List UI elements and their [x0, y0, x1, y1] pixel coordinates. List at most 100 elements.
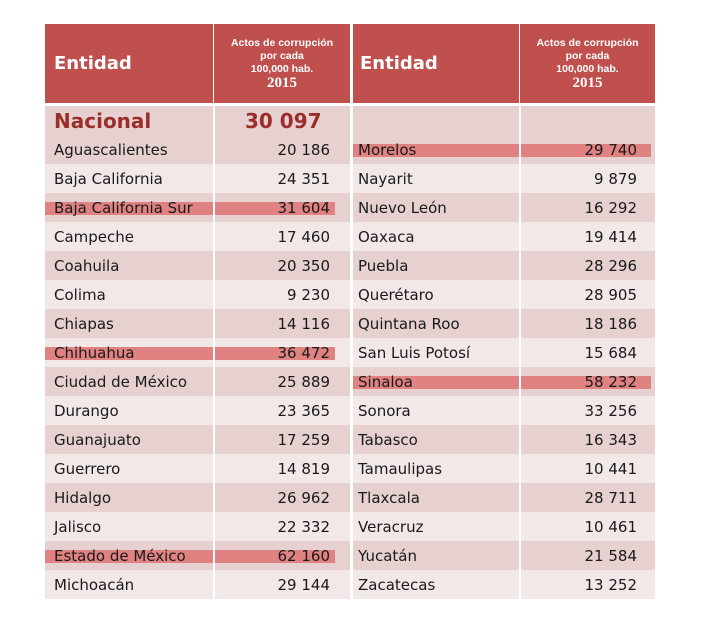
state-value: 26 962	[213, 483, 350, 512]
state-name: Colima	[54, 285, 106, 304]
left-table-header: Entidad Actos de corrupción por cada 100…	[45, 24, 350, 103]
state-value: 28 711	[519, 483, 655, 512]
state-value: 14 116	[213, 309, 350, 338]
state-value: 21 584	[519, 541, 655, 570]
table-row: Sinaloa 58 232	[353, 367, 655, 396]
state-name: Michoacán	[54, 575, 135, 594]
national-value: 30 097	[213, 106, 350, 135]
table-row: Guanajuato 17 259	[45, 425, 350, 454]
table-row: Durango 23 365	[45, 396, 350, 425]
state-value: 23 365	[213, 396, 350, 425]
state-name: Nayarit	[358, 169, 413, 188]
table-row: Hidalgo 26 962	[45, 483, 350, 512]
state-value: 24 351	[213, 164, 350, 193]
table-row: Michoacán 29 144	[45, 570, 350, 599]
state-value: 22 332	[213, 512, 350, 541]
state-name: Guerrero	[54, 459, 121, 478]
table-row: Aguascalientes 20 186	[45, 135, 350, 164]
table-row: San Luis Potosí 15 684	[353, 338, 655, 367]
state-name: Sinaloa	[358, 372, 413, 391]
state-value: 25 889	[213, 367, 350, 396]
state-name: Hidalgo	[54, 488, 112, 507]
table-row: Nuevo León 16 292	[353, 193, 655, 222]
state-name: Morelos	[358, 140, 417, 159]
state-name: Querétaro	[358, 285, 434, 304]
state-value: 28 905	[519, 280, 655, 309]
table-row: Jalisco 22 332	[45, 512, 350, 541]
state-name: Chihuahua	[54, 343, 135, 362]
state-name: Veracruz	[358, 517, 424, 536]
right-table: Entidad Actos de corrupción por cada 100…	[353, 24, 655, 599]
metric-line-1: Actos de corrupción	[536, 37, 639, 49]
metric-year: 2015	[267, 75, 297, 91]
blank-cell	[353, 106, 519, 135]
national-row: Nacional 30 097	[45, 106, 350, 135]
table-row: Zacatecas 13 252	[353, 570, 655, 599]
table-row: Baja California 24 351	[45, 164, 350, 193]
state-value: 31 604	[213, 193, 350, 222]
state-name: Yucatán	[358, 546, 417, 565]
right-table-header: Entidad Actos de corrupción por cada 100…	[353, 24, 655, 103]
state-value: 17 259	[213, 425, 350, 454]
right-table-body: Morelos 29 740 Nayarit 9 879 Nuevo León 16 29…	[353, 106, 655, 599]
state-value: 62 160	[213, 541, 350, 570]
state-value: 20 186	[213, 135, 350, 164]
state-value: 36 472	[213, 338, 350, 367]
state-name: Guanajuato	[54, 430, 141, 449]
highlight-bar	[45, 202, 335, 215]
highlight-bar	[45, 347, 335, 360]
table-row: Campeche 17 460	[45, 222, 350, 251]
highlight-bar	[45, 550, 335, 563]
left-table-body: Nacional 30 097 Aguascalientes 20 186 Baja…	[45, 106, 350, 599]
metric-line-3: 100,000 hab.	[556, 63, 619, 75]
table-row: Chihuahua 36 472	[45, 338, 350, 367]
state-value: 17 460	[213, 222, 350, 251]
table-row: Sonora 33 256	[353, 396, 655, 425]
state-name: Zacatecas	[358, 575, 436, 594]
state-value: 14 819	[213, 454, 350, 483]
state-name: Coahuila	[54, 256, 120, 275]
table-row: Querétaro 28 905	[353, 280, 655, 309]
metric-column-header: Actos de corrupción por cada 100,000 hab…	[213, 24, 350, 103]
state-value: 13 252	[519, 570, 655, 599]
state-value: 10 441	[519, 454, 655, 483]
state-name: Tlaxcala	[358, 488, 420, 507]
state-value: 15 684	[519, 338, 655, 367]
metric-line-3: 100,000 hab.	[250, 63, 314, 75]
state-name: Tabasco	[358, 430, 418, 449]
table-row: Nayarit 9 879	[353, 164, 655, 193]
metric-line-1: Actos de corrupción	[230, 37, 334, 49]
state-name: Baja California Sur	[54, 198, 193, 217]
state-name: Ciudad de México	[54, 372, 188, 391]
state-name: Puebla	[358, 256, 409, 275]
state-name: Oaxaca	[358, 227, 415, 246]
state-value: 29 144	[213, 570, 350, 599]
table-row: Tamaulipas 10 441	[353, 454, 655, 483]
table-row: Baja California Sur 31 604	[45, 193, 350, 222]
state-value: 29 740	[519, 135, 655, 164]
state-name: Durango	[54, 401, 119, 420]
table-row: Estado de México 62 160	[45, 541, 350, 570]
table-row: Puebla 28 296	[353, 251, 655, 280]
state-value: 16 292	[519, 193, 655, 222]
state-name: Campeche	[54, 227, 135, 246]
state-name: Jalisco	[54, 517, 102, 536]
state-name: Quintana Roo	[358, 314, 460, 333]
state-name: Estado de México	[54, 546, 186, 565]
state-value: 33 256	[519, 396, 655, 425]
entity-column-header: Entidad	[54, 53, 132, 74]
state-value: 19 414	[519, 222, 655, 251]
state-value: 10 461	[519, 512, 655, 541]
state-value: 20 350	[213, 251, 350, 280]
table-row: Guerrero 14 819	[45, 454, 350, 483]
state-name: Nuevo León	[358, 198, 447, 217]
state-value: 58 232	[519, 367, 655, 396]
state-value: 9 879	[519, 164, 655, 193]
national-name: Nacional	[54, 108, 152, 133]
metric-line-2: por cada	[260, 50, 304, 62]
blank-row	[353, 106, 655, 135]
metric-column-header: Actos de corrupción por cada 100,000 hab…	[519, 24, 655, 103]
table-row: Tabasco 16 343	[353, 425, 655, 454]
state-value: 16 343	[519, 425, 655, 454]
state-value: 18 186	[519, 309, 655, 338]
